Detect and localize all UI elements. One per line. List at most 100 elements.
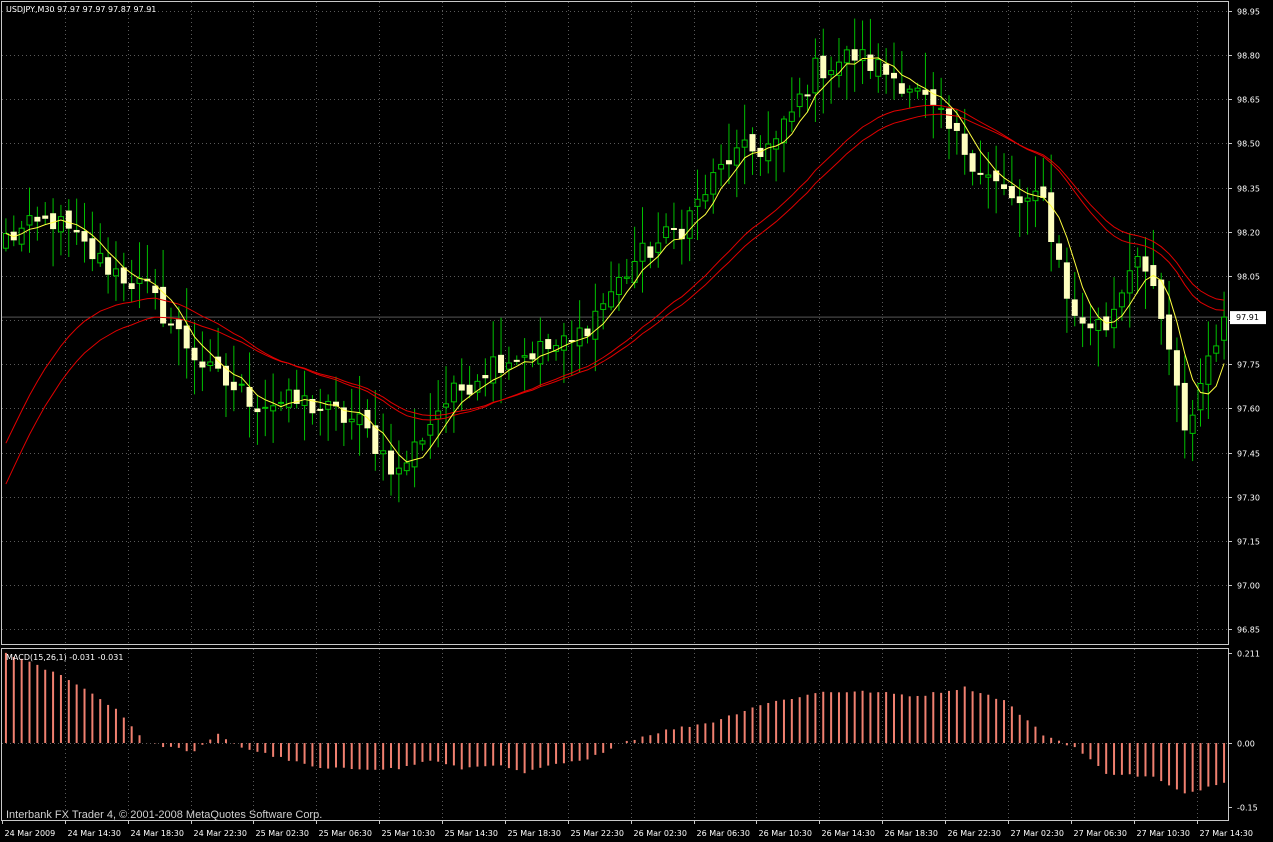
candle-body (395, 467, 402, 475)
candle-body (120, 267, 127, 284)
candle-body (639, 242, 646, 262)
candle-body (513, 359, 520, 362)
copyright-footer: Interbank FX Trader 4, © 2001-2008 MetaQ… (6, 809, 322, 821)
candle-body (1166, 314, 1173, 350)
macd-tick-label: 0.211 (1237, 650, 1260, 659)
candle-body (1040, 186, 1047, 198)
candle-body (293, 389, 300, 404)
candle-body (333, 401, 340, 407)
candle-body (710, 172, 717, 195)
candle-body (73, 229, 80, 233)
time-tick-label: 26 Mar 18:30 (885, 829, 938, 838)
candle-body (498, 354, 505, 373)
candle-body (584, 328, 591, 337)
moving-averages (5, 57, 1225, 485)
candle-body (128, 283, 135, 290)
candle-body (741, 139, 748, 148)
candle-body (1087, 323, 1094, 329)
candle-body (545, 339, 552, 350)
time-tick-label: 26 Mar 06:30 (697, 829, 750, 838)
candle-body (450, 382, 457, 403)
candle-body (175, 319, 182, 330)
candle-body (623, 276, 630, 279)
price-tick-label: 97.15 (1237, 538, 1260, 547)
time-tick-label: 27 Mar 06:30 (1074, 829, 1127, 838)
candle-body (812, 57, 819, 94)
candle-body (788, 111, 795, 122)
candle-body (199, 361, 206, 368)
candle-body (985, 174, 992, 178)
candle-body (938, 107, 945, 110)
macd-axis[interactable]: 0.211 0.00 -0.15 (1228, 650, 1260, 813)
candle-body (458, 384, 465, 391)
candle-body (372, 425, 379, 454)
candle-body (230, 381, 237, 391)
time-tick-label: 26 Mar 14:30 (822, 829, 875, 838)
candle-body (482, 375, 489, 379)
price-tick-label: 98.35 (1237, 185, 1260, 194)
symbol-header: USDJPY,M30 97.97 97.97 97.87 97.91 (6, 5, 156, 14)
candle-body (1118, 292, 1125, 308)
candle-body (914, 87, 921, 92)
candle-body (1221, 316, 1228, 341)
candle-body (1189, 414, 1196, 434)
candle-body (505, 362, 512, 370)
time-axis[interactable]: 24 Mar 2009 24 Mar 14:30 24 Mar 18:30 24 Ma… (2, 820, 1253, 838)
candle-body (922, 89, 929, 95)
candle-body (490, 356, 497, 384)
time-tick-label: 27 Mar 14:30 (1200, 829, 1253, 838)
current-price-label: 97.91 (1236, 313, 1259, 322)
candle-body (262, 406, 269, 409)
candle-body (364, 409, 371, 429)
candle-body (2, 232, 9, 249)
candle-body (953, 122, 960, 131)
candle-body (1016, 196, 1023, 204)
candle-body (725, 160, 732, 165)
macd-tick-label: 0.00 (1237, 740, 1255, 749)
price-tick-label: 98.05 (1237, 273, 1260, 282)
candle-body (875, 59, 882, 77)
time-tick-label: 27 Mar 02:30 (1011, 829, 1064, 838)
candle-body (270, 405, 277, 412)
candle-body (1001, 184, 1008, 190)
candle-body (222, 365, 229, 386)
candle-body (961, 133, 968, 155)
macd-tick-label: -0.15 (1237, 804, 1258, 813)
candle-body (608, 291, 615, 308)
candle-body (859, 49, 866, 62)
time-tick-label: 25 Mar 18:30 (508, 829, 561, 838)
candle-body (1071, 299, 1078, 316)
candle-body (843, 49, 850, 64)
candle-body (1079, 317, 1086, 324)
candle-body (403, 462, 410, 472)
price-tick-label: 97.30 (1237, 494, 1260, 503)
candle-body (828, 70, 835, 76)
candle-body (285, 389, 292, 408)
candle-body (765, 143, 772, 162)
candle-body (804, 94, 811, 97)
candle-body (18, 227, 25, 245)
candle-body (81, 231, 88, 242)
candle-body (238, 383, 245, 386)
candle-body (930, 89, 937, 105)
candle-body (796, 93, 803, 108)
candle-body (380, 450, 387, 455)
candle-body (600, 303, 607, 310)
price-grid (2, 2, 1228, 644)
candle-body (160, 286, 167, 324)
candle-body (702, 194, 709, 202)
time-tick-label: 25 Mar 14:30 (445, 829, 498, 838)
candle-body (57, 216, 64, 233)
candle-body (411, 441, 418, 468)
candle-body (207, 361, 214, 367)
time-tick-label: 24 Mar 2009 (5, 829, 56, 838)
candle-body (851, 49, 858, 61)
candle-body (773, 138, 780, 150)
candle-body (655, 242, 662, 253)
candle-body (152, 285, 159, 294)
candle-body (443, 403, 450, 408)
candle-body (1142, 256, 1149, 272)
candle-body (474, 380, 481, 393)
candle-body (50, 213, 57, 230)
